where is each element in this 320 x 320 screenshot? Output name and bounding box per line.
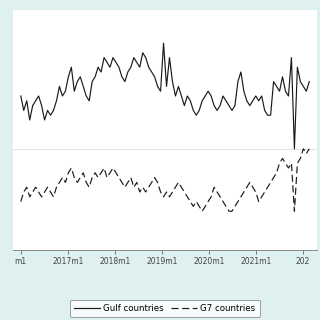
Line: G7 countries: G7 countries bbox=[21, 149, 309, 211]
Line: Gulf countries: Gulf countries bbox=[21, 43, 309, 149]
Gulf countries bbox=[292, 147, 296, 151]
G7 countries bbox=[242, 190, 246, 194]
Gulf countries bbox=[43, 118, 46, 122]
Gulf countries bbox=[162, 41, 165, 45]
G7 countries bbox=[43, 190, 46, 194]
G7 countries bbox=[180, 185, 183, 189]
Legend: Gulf countries, G7 countries: Gulf countries, G7 countries bbox=[70, 300, 260, 317]
G7 countries bbox=[200, 209, 204, 213]
Gulf countries bbox=[203, 94, 207, 98]
G7 countries bbox=[203, 204, 207, 208]
G7 countries bbox=[19, 200, 23, 204]
Gulf countries bbox=[242, 89, 246, 93]
G7 countries bbox=[37, 190, 41, 194]
Gulf countries bbox=[37, 94, 41, 98]
G7 countries bbox=[301, 147, 305, 151]
G7 countries bbox=[156, 180, 159, 184]
G7 countries bbox=[308, 147, 311, 151]
Gulf countries bbox=[182, 104, 186, 108]
Gulf countries bbox=[156, 84, 159, 88]
Gulf countries bbox=[19, 94, 23, 98]
Gulf countries bbox=[308, 80, 311, 84]
